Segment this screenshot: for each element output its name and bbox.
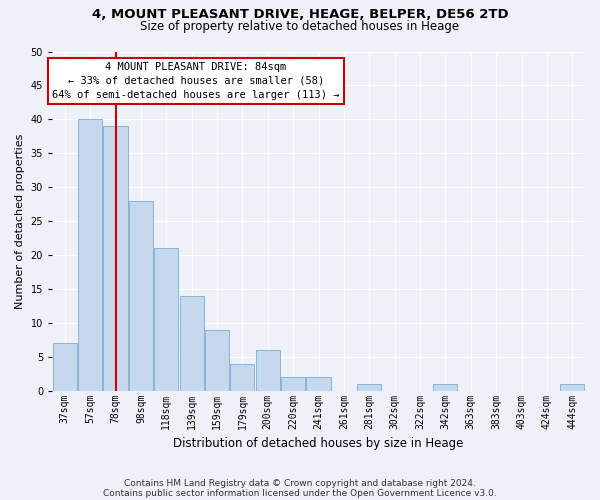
Text: 4, MOUNT PLEASANT DRIVE, HEAGE, BELPER, DE56 2TD: 4, MOUNT PLEASANT DRIVE, HEAGE, BELPER, … [92, 8, 508, 20]
Bar [179, 296, 204, 390]
Bar [281, 377, 305, 390]
Y-axis label: Number of detached properties: Number of detached properties [15, 134, 25, 309]
Bar [53, 343, 77, 390]
Bar [357, 384, 382, 390]
Bar [560, 384, 584, 390]
Bar [78, 120, 102, 390]
Bar [230, 364, 254, 390]
Bar [154, 248, 178, 390]
Text: Size of property relative to detached houses in Heage: Size of property relative to detached ho… [140, 20, 460, 33]
Text: 4 MOUNT PLEASANT DRIVE: 84sqm
← 33% of detached houses are smaller (58)
64% of s: 4 MOUNT PLEASANT DRIVE: 84sqm ← 33% of d… [52, 62, 340, 100]
Bar [433, 384, 457, 390]
Bar [205, 330, 229, 390]
Text: Contains public sector information licensed under the Open Government Licence v3: Contains public sector information licen… [103, 488, 497, 498]
Bar [129, 200, 153, 390]
X-axis label: Distribution of detached houses by size in Heage: Distribution of detached houses by size … [173, 437, 464, 450]
Bar [103, 126, 128, 390]
Bar [256, 350, 280, 391]
Bar [307, 377, 331, 390]
Text: Contains HM Land Registry data © Crown copyright and database right 2024.: Contains HM Land Registry data © Crown c… [124, 478, 476, 488]
